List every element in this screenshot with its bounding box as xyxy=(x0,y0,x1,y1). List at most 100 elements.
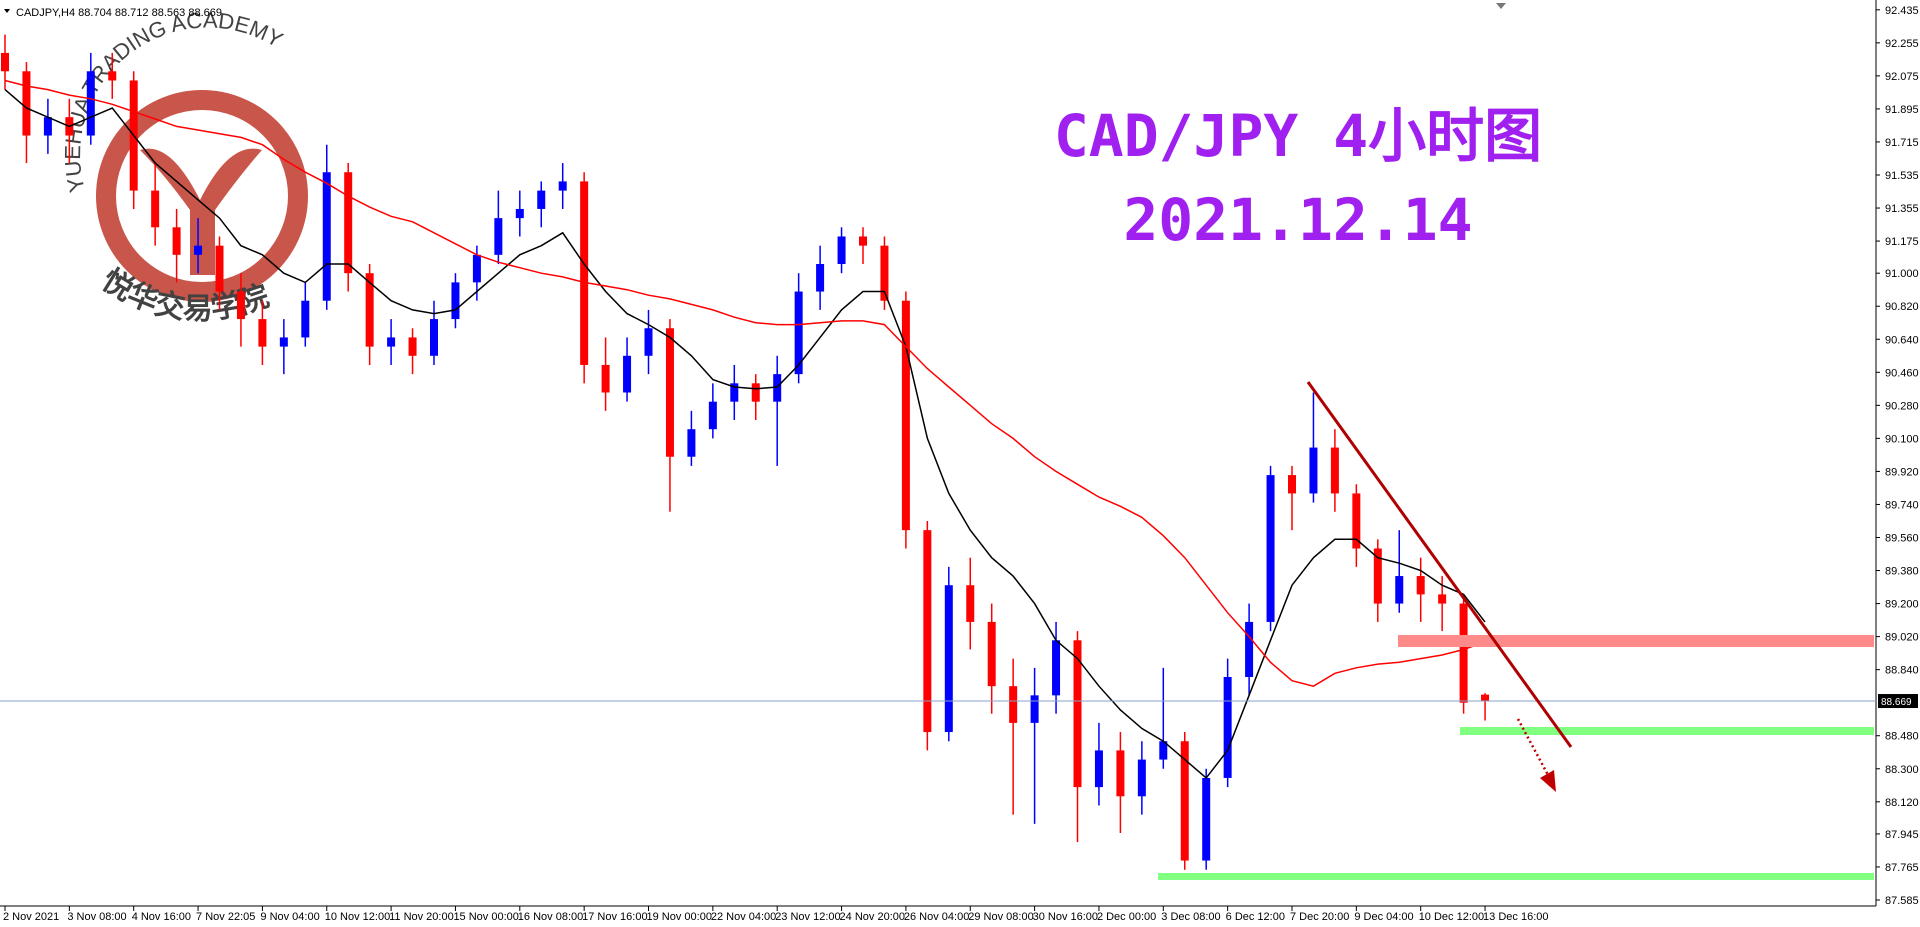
candle-body xyxy=(1266,475,1275,622)
candle-body xyxy=(816,264,825,292)
arrow-head xyxy=(1540,770,1556,792)
candle-body xyxy=(751,383,760,402)
candle-body xyxy=(1373,548,1382,604)
candle-body xyxy=(859,236,867,246)
price-label-box xyxy=(1878,694,1918,709)
candle-body xyxy=(322,172,331,301)
support-line xyxy=(1158,873,1874,880)
y-tick-label: 89.560 xyxy=(1885,532,1919,544)
candle-body xyxy=(1245,621,1254,677)
candle-body xyxy=(1180,741,1189,861)
candle-body xyxy=(1073,640,1082,788)
x-tick-label: 7 Nov 22:05 xyxy=(196,911,255,923)
candle-body xyxy=(215,245,224,292)
candle-body xyxy=(43,117,52,136)
projection-arrow xyxy=(1516,718,1550,776)
logo-mark xyxy=(140,148,262,275)
y-tick-label: 88.120 xyxy=(1885,797,1919,809)
price-label: 88.669 xyxy=(1881,697,1912,708)
y-tick-label: 90.280 xyxy=(1885,400,1919,412)
candle-body xyxy=(151,190,160,228)
candle-body xyxy=(494,218,503,255)
candle-body xyxy=(22,71,31,136)
x-tick-label: 10 Dec 12:00 xyxy=(1419,911,1484,923)
x-tick-label: 2 Nov 2021 xyxy=(3,911,59,923)
x-tick-label: 2 Dec 00:00 xyxy=(1097,911,1156,923)
logo-ring xyxy=(96,90,308,302)
x-tick-label: 17 Nov 16:00 xyxy=(582,911,647,923)
x-tick-label: 4 Nov 16:00 xyxy=(132,911,191,923)
x-tick-label: 22 Nov 04:00 xyxy=(711,911,776,923)
x-tick-label: 24 Nov 20:00 xyxy=(840,911,905,923)
y-tick-label: 88.300 xyxy=(1885,764,1919,776)
y-tick-label: 89.740 xyxy=(1885,499,1919,511)
header-arrow xyxy=(4,9,10,13)
candle-body xyxy=(1481,694,1490,702)
y-tick-label: 90.640 xyxy=(1885,334,1919,346)
x-tick-label: 10 Nov 12:00 xyxy=(325,911,390,923)
y-tick-label: 87.765 xyxy=(1885,862,1919,874)
candle-body xyxy=(794,291,803,375)
candle-body xyxy=(1288,475,1296,494)
candle-body xyxy=(1438,594,1447,604)
candle-body xyxy=(730,383,739,402)
x-tick-label: 23 Nov 12:00 xyxy=(775,911,840,923)
y-tick-label: 90.460 xyxy=(1885,367,1919,379)
y-tick-label: 92.075 xyxy=(1885,71,1919,83)
y-tick-label: 89.380 xyxy=(1885,566,1919,578)
chart-subtitle: 2021.12.14 xyxy=(1123,186,1472,254)
candle-body xyxy=(1202,777,1211,861)
candle-body xyxy=(580,181,589,365)
low: 88.563 xyxy=(152,7,186,19)
candle-body xyxy=(1052,640,1061,696)
x-tick-label: 29 Nov 08:00 xyxy=(968,911,1033,923)
x-tick-label: 9 Dec 04:00 xyxy=(1354,911,1413,923)
y-tick-label: 88.480 xyxy=(1885,731,1919,743)
close: 88.669 xyxy=(188,7,222,19)
candle-body xyxy=(1309,447,1318,494)
x-tick-label: 15 Nov 00:00 xyxy=(453,911,518,923)
high: 88.712 xyxy=(115,7,149,19)
candle-body xyxy=(880,245,889,301)
y-tick-label: 89.200 xyxy=(1885,599,1919,611)
candle-body xyxy=(1223,676,1232,778)
x-tick-label: 13 Dec 16:00 xyxy=(1483,911,1548,923)
x-tick-label: 26 Nov 04:00 xyxy=(904,911,969,923)
candle-body xyxy=(172,227,181,255)
header: CADJPY,H4 88.704 88.712 88.563 88.669 xyxy=(16,7,222,19)
y-tick-label: 89.920 xyxy=(1885,466,1919,478)
y-tick-label: 91.895 xyxy=(1885,104,1919,116)
candle-body xyxy=(279,337,288,347)
candle-body xyxy=(1352,493,1361,549)
candle-body xyxy=(430,319,438,356)
candle-body xyxy=(451,282,460,320)
candle-body xyxy=(966,585,975,622)
moving-average xyxy=(4,89,1486,779)
candle-body xyxy=(1395,576,1404,604)
y-tick-label: 90.820 xyxy=(1885,301,1919,313)
y-tick-label: 92.435 xyxy=(1885,5,1919,17)
x-tick-label: 9 Nov 04:00 xyxy=(260,911,319,923)
open: 88.704 xyxy=(78,7,112,19)
chart-title: CAD/JPY 4小时图 xyxy=(1054,102,1542,170)
candle-body xyxy=(837,236,846,265)
candle-body xyxy=(1094,750,1103,788)
support-line xyxy=(1460,727,1874,735)
y-tick-label: 91.355 xyxy=(1885,203,1919,215)
x-tick-label: 3 Nov 08:00 xyxy=(67,911,126,923)
candle-body xyxy=(665,328,674,457)
y-tick-label: 87.585 xyxy=(1885,895,1919,907)
candle-body xyxy=(108,71,117,81)
candle-body xyxy=(708,401,717,430)
candle-body xyxy=(301,300,310,338)
x-tick-label: 19 Nov 00:00 xyxy=(647,911,712,923)
candle-body xyxy=(901,300,910,531)
candle-body xyxy=(472,254,481,283)
candle-body xyxy=(601,364,610,393)
candle-body xyxy=(1009,686,1018,723)
y-tick-label: 92.255 xyxy=(1885,38,1919,50)
symbol: CADJPY,H4 xyxy=(16,7,75,19)
y-tick-label: 88.840 xyxy=(1885,665,1919,677)
